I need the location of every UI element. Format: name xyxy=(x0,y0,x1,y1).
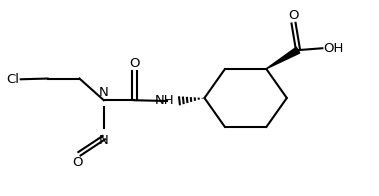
Text: O: O xyxy=(73,156,83,169)
Polygon shape xyxy=(266,47,300,69)
Text: NH: NH xyxy=(155,94,175,107)
Text: N: N xyxy=(99,86,109,99)
Text: OH: OH xyxy=(323,42,343,55)
Text: O: O xyxy=(288,9,299,22)
Text: Cl: Cl xyxy=(6,73,19,86)
Text: N: N xyxy=(99,133,109,147)
Text: O: O xyxy=(129,57,140,70)
